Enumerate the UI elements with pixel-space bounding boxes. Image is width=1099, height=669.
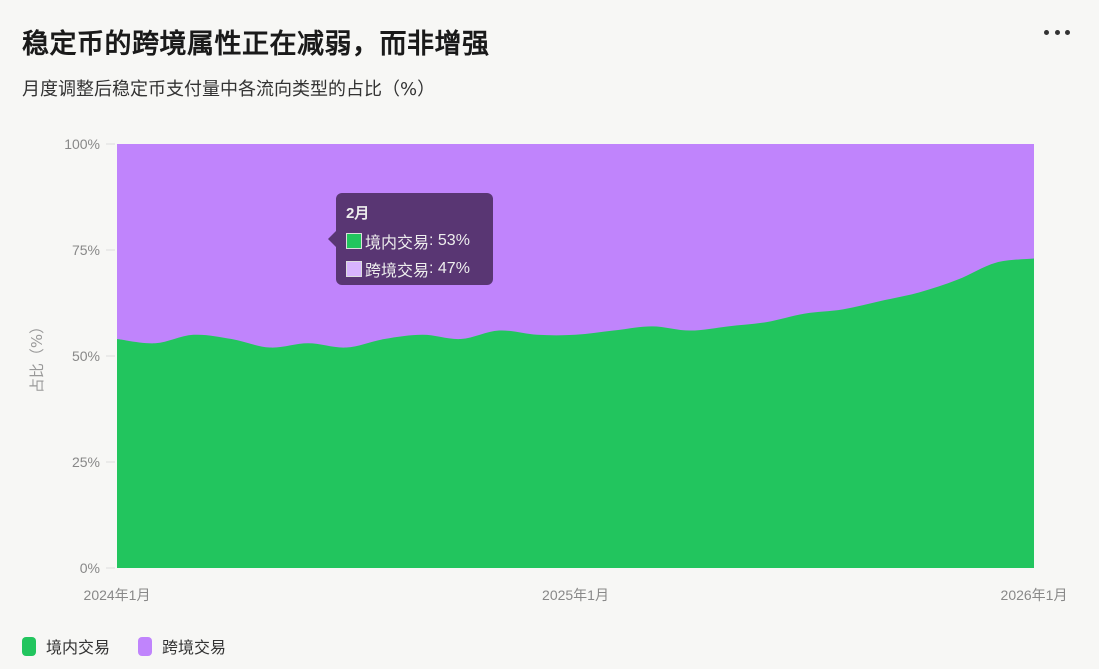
tooltip-label: 跨境交易 <box>365 263 430 280</box>
tooltip-label: 境内交易 <box>365 235 430 252</box>
legend-item-domestic[interactable]: 境内交易 <box>22 634 110 658</box>
x-tick-label: 2026年1月 <box>1001 587 1068 603</box>
tooltip-row-domestic: 境内交易: 53% <box>346 229 483 253</box>
domestic-swatch-icon <box>346 233 362 249</box>
tooltip-value: 47% <box>437 260 470 277</box>
x-tick-label: 2024年1月 <box>84 587 151 603</box>
cross-border-legend-swatch-icon <box>138 636 153 656</box>
dot <box>1054 29 1060 35</box>
tooltip: 2月 境内交易: 53% 跨境交易: 47% <box>328 193 493 285</box>
y-tick-label: 100% <box>64 136 100 152</box>
chart-subtitle: 月度调整后稳定币支付量中各流向类型的占比（%） <box>22 79 436 100</box>
y-tick-label: 75% <box>72 242 100 258</box>
tooltip-value: 53% <box>437 232 470 249</box>
legend-label: 跨境交易 <box>162 638 227 657</box>
cross-border-swatch-icon <box>346 261 362 277</box>
domestic-area[interactable] <box>117 258 1034 568</box>
y-tick-label: 0% <box>80 560 100 576</box>
legend-label: 境内交易 <box>46 638 111 657</box>
y-axis: 0% 25% 50% 75% 100% <box>64 136 115 576</box>
dot <box>1044 29 1049 35</box>
y-tick-label: 50% <box>72 348 100 364</box>
dot <box>1065 29 1070 35</box>
tooltip-row-cross-border: 跨境交易: 47% <box>346 257 483 281</box>
x-axis: 2024年1月 2025年1月 2026年1月 <box>84 587 1068 603</box>
chart-title: 稳定币的跨境属性正在减弱，而非增强 <box>22 29 490 60</box>
tooltip-title: 2月 <box>346 205 370 222</box>
more-options-icon[interactable] <box>1044 22 1070 42</box>
domestic-legend-swatch-icon <box>22 636 36 656</box>
legend: 境内交易 跨境交易 <box>22 634 254 658</box>
y-tick-label: 25% <box>72 454 100 470</box>
x-tick-label: 2025年1月 <box>542 587 609 603</box>
legend-item-cross-border[interactable]: 跨境交易 <box>138 634 226 658</box>
y-axis-label: 占比（%） <box>28 319 46 393</box>
